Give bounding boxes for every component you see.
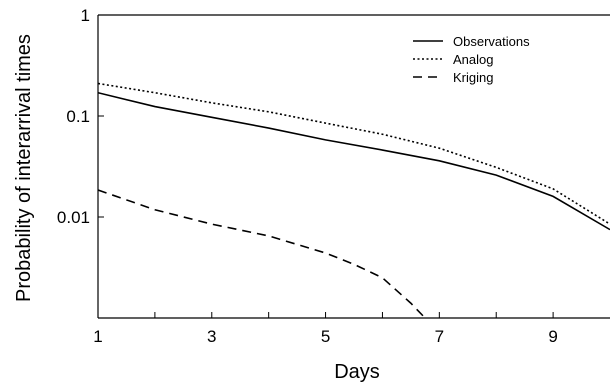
- x-tick-label: 3: [207, 327, 216, 346]
- x-tick-label: 5: [321, 327, 330, 346]
- axes: 1 3 5 7 9 1 0.1 0.01: [57, 6, 610, 346]
- y-axis-title: Probability of interarrival times: [13, 34, 35, 302]
- legend-label-kriging: Kriging: [453, 70, 493, 85]
- legend-label-analog: Analog: [453, 52, 493, 67]
- x-tick-label: 7: [435, 327, 444, 346]
- x-tick-label: 1: [93, 327, 102, 346]
- legend: Observations Analog Kriging: [413, 34, 530, 85]
- series-line-analog: [98, 82, 610, 225]
- series-line-kriging: [98, 189, 426, 318]
- series-layer: [98, 82, 610, 318]
- legend-label-observations: Observations: [453, 34, 530, 49]
- y-tick-label: 0.01: [57, 208, 90, 227]
- x-tick-label: 9: [548, 327, 557, 346]
- y-tick-label: 0.1: [66, 107, 90, 126]
- series-line-observations: [98, 91, 610, 231]
- x-axis-title: Days: [334, 361, 380, 383]
- y-tick-label: 1: [81, 6, 90, 25]
